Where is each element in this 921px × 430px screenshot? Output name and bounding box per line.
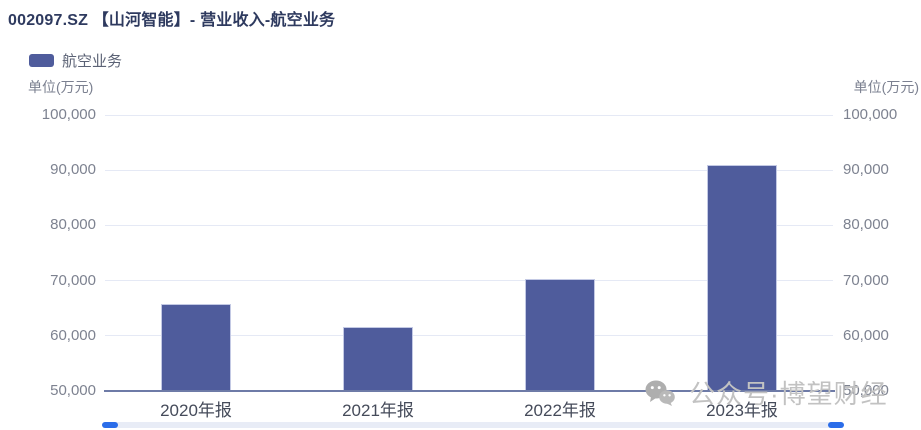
legend-swatch-icon — [29, 54, 54, 67]
bar-2021[interactable] — [343, 326, 413, 391]
x-tick-label-2023: 2023年报 — [706, 401, 778, 420]
y-tick-label-left: 90,000 — [50, 161, 96, 179]
gridline — [105, 169, 833, 171]
datazoom-handle-left[interactable] — [102, 422, 118, 428]
y-tick-label-left: 100,000 — [41, 106, 96, 123]
y-tick-label-left: 80,000 — [50, 216, 96, 234]
datazoom-handle-right[interactable] — [828, 422, 844, 428]
legend-label: 航空业务 — [62, 53, 123, 70]
gridline — [105, 280, 833, 282]
x-tick-label-2022: 2022年报 — [524, 401, 596, 420]
gridline — [105, 335, 833, 337]
y-tick-label-left: 70,000 — [50, 271, 96, 289]
y-tick-label-right: 100,000 — [843, 106, 898, 123]
y-tick-label-right: 80,000 — [843, 216, 889, 234]
y-tick-label-right: 60,000 — [843, 326, 889, 344]
x-tick-label-2021: 2021年报 — [342, 401, 414, 420]
y-tick-label-left: 60,000 — [50, 326, 96, 344]
y-tick-label-right: 90,000 — [843, 161, 889, 179]
legend-item-aviation[interactable]: 航空业务 — [29, 50, 122, 71]
y-tick-label-right: 50,000 — [843, 382, 889, 399]
unit-label-left: 单位(万元) — [28, 79, 94, 95]
bar-2020[interactable] — [161, 304, 231, 391]
unit-label-right: 单位(万元) — [853, 79, 919, 95]
gridline — [105, 114, 833, 116]
x-axis-line — [104, 390, 835, 392]
bar-2022[interactable] — [525, 279, 595, 391]
y-tick-label-right: 70,000 — [843, 271, 889, 289]
x-tick-label-2020: 2020年报 — [160, 401, 232, 420]
bar-2023[interactable] — [707, 165, 777, 391]
datazoom-track[interactable] — [104, 422, 844, 428]
y-tick-label-left: 50,000 — [50, 382, 96, 399]
gridline — [105, 224, 833, 226]
page-title: 002097.SZ 【山河智能】- 营业收入-航空业务 — [8, 12, 336, 29]
